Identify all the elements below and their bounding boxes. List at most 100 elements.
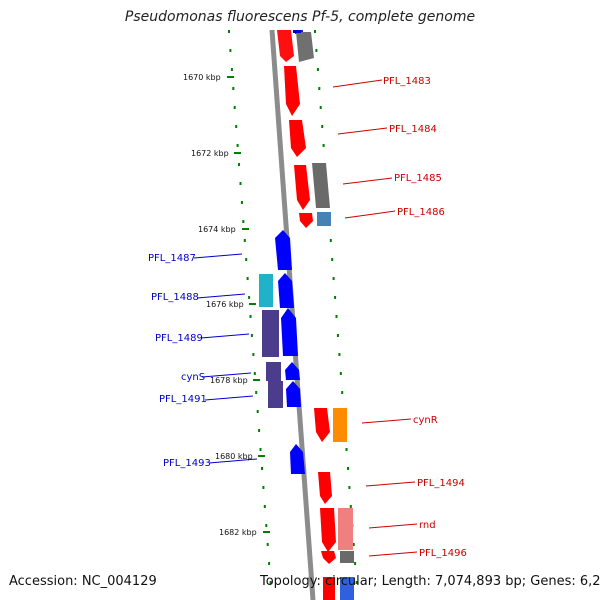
track-tick-1 (316, 68, 319, 71)
track-tick-0 (235, 125, 238, 128)
track-tick-1 (322, 144, 325, 147)
track-tick-1 (336, 334, 339, 337)
kbp-label-1678: 1678 kbp (210, 376, 248, 385)
track-tick-0 (248, 296, 251, 299)
track-tick-0 (269, 581, 272, 584)
track-tick-1 (352, 543, 355, 546)
leader-pfl1489 (200, 333, 250, 339)
track-tick-0 (229, 49, 232, 52)
gene-arrow-pfl1485-red (294, 165, 310, 210)
track-tick-0 (262, 486, 265, 489)
track-tick-0 (255, 391, 258, 394)
gene-block-pfl1491-slate (268, 381, 283, 408)
gene-bar-bottom-blue (340, 577, 354, 600)
track-tick-0 (249, 315, 252, 318)
track-tick-0 (240, 201, 243, 204)
gene-block-pfl1489-slate (262, 310, 279, 357)
track-tick-0 (242, 220, 245, 223)
gene-arrow-pfl1486-red (299, 213, 313, 228)
track-tick-0 (246, 277, 249, 280)
track-tick-0 (268, 562, 271, 565)
label-pfl1485: PFL_1485 (394, 173, 442, 184)
gene-arrow-pfl1487 (275, 230, 292, 270)
track-tick-0 (232, 87, 235, 90)
accession-text: Accession: NC_004129 (9, 574, 157, 589)
genome-stats-text: Topology: circular; Length: 7,074,893 bp… (260, 574, 600, 589)
track-tick-1 (318, 87, 321, 90)
leader-pfl1487 (193, 253, 243, 259)
label-pfl1484: PFL_1484 (389, 124, 437, 135)
track-tick-1 (355, 581, 358, 584)
leader-pfl1491 (204, 395, 254, 401)
forward-strand-genes (277, 30, 354, 600)
gene-arrow-pfl1489 (281, 308, 298, 356)
label-pfl1493: PFL_1493 (163, 458, 211, 469)
leader-pfl1484 (337, 127, 388, 135)
gene-bar-bottom-red (323, 577, 335, 600)
reverse-gene-labels: PFL_1487 PFL_1488 PFL_1489 cynS PFL_1491… (148, 253, 258, 469)
track-tick-0 (266, 543, 269, 546)
gene-arrow-cynr-red (314, 408, 330, 442)
label-pfl1489: PFL_1489 (155, 333, 203, 344)
gene-block-cynr-orange (333, 408, 347, 442)
label-cynr: cynR (413, 415, 438, 426)
track-tick-1 (345, 448, 348, 451)
track-tick-0 (261, 467, 263, 470)
leader-pfl1488 (196, 293, 246, 299)
gene-arrow-pfl1493 (290, 444, 305, 474)
track-tick-1 (319, 106, 322, 109)
leader-pfl1494 (365, 481, 416, 487)
gene-arrow-pfl1494 (318, 472, 332, 504)
track-tick-0 (253, 372, 256, 375)
track-tick-0 (238, 163, 240, 166)
leader-pfl1483 (332, 79, 383, 88)
track-tick-0 (233, 106, 236, 109)
track-tick-1 (349, 505, 352, 508)
label-cyns: cynS (181, 372, 205, 383)
gene-arrow-pfl1483 (284, 66, 300, 116)
track-tick-0 (265, 524, 268, 527)
gene-block-pfl1496-gray (340, 551, 354, 563)
gene-arrow-pfl1496 (321, 551, 336, 564)
track-tick-1 (315, 49, 318, 52)
track-tick-0 (258, 429, 261, 432)
leader-pfl1485 (342, 177, 393, 185)
track-tick-1 (338, 353, 341, 356)
track-tick-1 (334, 296, 337, 299)
track-tick-1 (331, 258, 334, 261)
label-pfl1494: PFL_1494 (417, 478, 465, 489)
forward-gene-labels: PFL_1483 PFL_1484 PFL_1485 PFL_1486 cynR… (332, 76, 467, 559)
leader-cyns (201, 372, 252, 378)
track-tick-1 (335, 315, 338, 318)
label-rnd: rnd (419, 520, 436, 531)
kbp-scale: 1670 kbp 1672 kbp 1674 kbp 1676 kbp 1678… (183, 73, 270, 537)
label-pfl1491: PFL_1491 (159, 394, 207, 405)
gene-block-pfl1488-cyan (259, 274, 273, 307)
label-pfl1487: PFL_1487 (148, 253, 196, 264)
leader-cynr (361, 418, 412, 424)
gene-block-rnd-pink (338, 508, 353, 550)
track-tick-1 (341, 391, 344, 394)
map-title: Pseudomonas fluorescens Pf-5, complete g… (124, 9, 476, 25)
track-tick-0 (243, 239, 246, 242)
gene-arrow-rnd (320, 508, 336, 552)
gene-block-pfl1486-steel (317, 212, 331, 226)
track-tick-0 (252, 353, 255, 356)
kbp-label-1670: 1670 kbp (183, 73, 221, 82)
reverse-strand-genes (259, 30, 305, 474)
track-tick-1 (347, 467, 349, 470)
track-tick-1 (329, 239, 332, 242)
track-tick-0 (228, 30, 230, 33)
gene-arrow-pfl1491 (286, 381, 301, 407)
track-tick-0 (250, 334, 253, 337)
track-tick-1 (314, 30, 316, 33)
gene-arrow-cyns (285, 362, 300, 380)
gene-arrow-pfl1488 (278, 273, 294, 308)
tick-tracks (228, 30, 358, 584)
track-tick-1 (348, 486, 351, 489)
gene-bar-top-reverse (293, 30, 301, 33)
label-pfl1483: PFL_1483 (383, 76, 431, 87)
kbp-label-1676: 1676 kbp (206, 300, 244, 309)
leader-pfl1496 (368, 551, 418, 557)
label-pfl1486: PFL_1486 (397, 207, 445, 218)
